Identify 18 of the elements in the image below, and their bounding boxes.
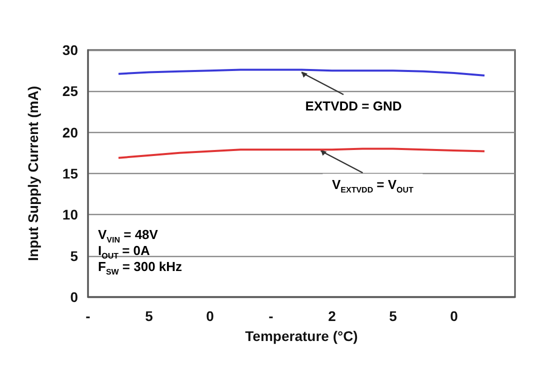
x-tick-label: 2 xyxy=(328,308,336,324)
y-tick-label: 30 xyxy=(62,42,78,58)
x-tick-label: - xyxy=(268,308,274,324)
x-axis-title: Temperature (°C) xyxy=(245,328,358,344)
y-tick-label: 15 xyxy=(62,166,78,182)
x-tick-label: 5 xyxy=(389,308,398,324)
y-tick-label: 10 xyxy=(62,206,78,223)
y-tick-label: 5 xyxy=(70,248,78,264)
y-tick-label: 25 xyxy=(62,83,78,100)
y-tick-label: 0 xyxy=(70,289,78,305)
x-tick-label: 5 xyxy=(145,308,154,324)
x-tick-label: 0 xyxy=(450,308,458,324)
line-series xyxy=(118,148,486,159)
y-tick-label: 20 xyxy=(62,124,78,140)
y-axis-title: Input Supply Current (mA) xyxy=(25,86,41,261)
x-tick-label: - xyxy=(86,308,91,324)
x-tick-label: 0 xyxy=(206,308,214,324)
annotation: EXTVDD = GND xyxy=(305,98,402,114)
